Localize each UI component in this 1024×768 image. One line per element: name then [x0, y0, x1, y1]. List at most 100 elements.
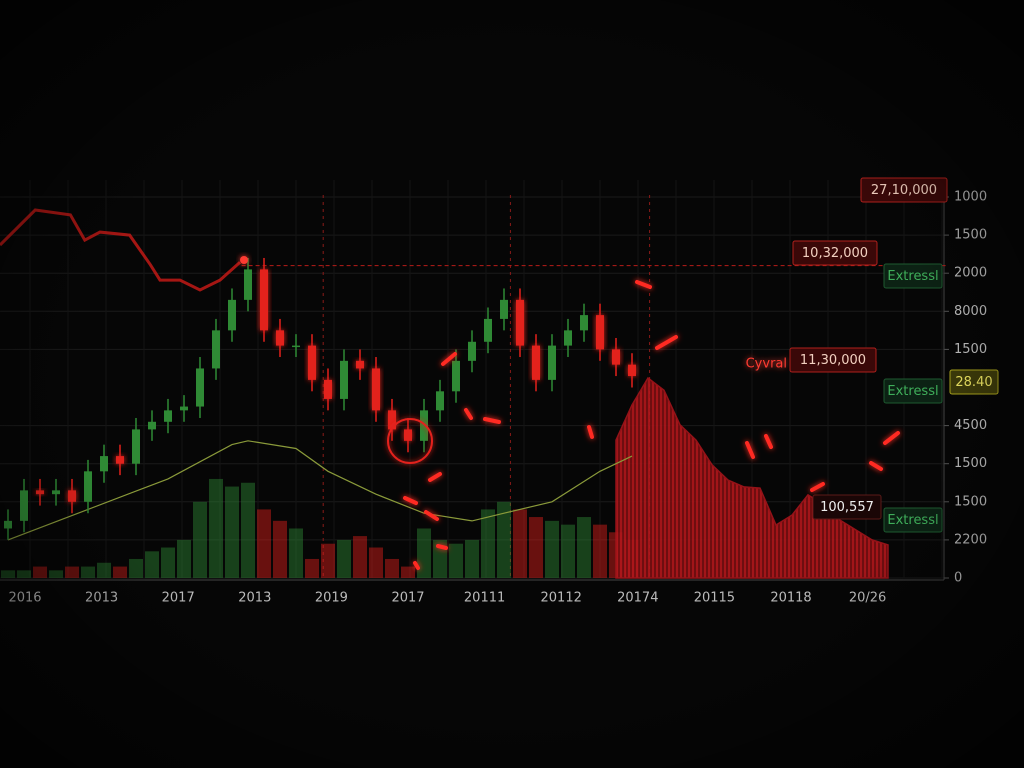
candle-body	[404, 429, 412, 441]
candle-body	[276, 330, 284, 346]
volume-bar	[113, 566, 127, 578]
badge-text: Extressl	[887, 513, 938, 528]
candle-body	[628, 364, 636, 377]
candle-body	[244, 269, 252, 300]
candle-body	[212, 330, 220, 369]
candle-body	[52, 490, 60, 495]
candle-body	[452, 360, 460, 392]
volume-bar	[385, 558, 399, 578]
y-tick-label: 1500	[954, 456, 987, 471]
y-tick-label: 1000	[954, 190, 987, 205]
candle-body	[260, 269, 268, 331]
x-tick-label: 2017	[162, 591, 195, 606]
volume-bar	[33, 566, 47, 578]
candle-body	[164, 410, 172, 422]
candle-body	[340, 360, 348, 399]
y-tick-label: 1500	[954, 494, 987, 509]
candle-body	[180, 406, 188, 411]
x-tick-label: 20/26	[849, 591, 886, 606]
x-tick-label: 2013	[238, 591, 271, 606]
volume-bar	[241, 482, 255, 578]
volume-bar	[337, 539, 351, 578]
volume-bar	[529, 517, 543, 578]
candle-body	[308, 345, 316, 380]
x-tick-label: 2013	[85, 591, 118, 606]
candle-body	[436, 391, 444, 411]
volume-bar	[65, 566, 79, 578]
x-tick-label: 2017	[391, 591, 424, 606]
x-tick-label: 20174	[617, 591, 658, 606]
x-tick-label: 20115	[694, 591, 735, 606]
y-tick-label: 1500	[954, 228, 987, 243]
candle-body	[500, 299, 508, 319]
x-tick-label: 20111	[464, 591, 505, 606]
candle-body	[116, 456, 124, 464]
volume-bar	[129, 558, 143, 578]
candle-body	[36, 490, 44, 495]
volume-bar	[449, 543, 463, 578]
x-tick-label: 2019	[315, 591, 348, 606]
candle-body	[612, 349, 620, 365]
volume-bar	[593, 524, 607, 578]
candle-body	[532, 345, 540, 380]
y-tick-label: 4500	[954, 418, 987, 433]
volume-bar	[161, 547, 175, 578]
volume-bar	[289, 528, 303, 578]
volume-bar	[353, 536, 367, 578]
volume-bar	[545, 520, 559, 578]
candle-body	[516, 299, 524, 346]
y-tick-label: 2200	[954, 532, 987, 547]
volume-bar	[305, 558, 319, 578]
volume-bar	[257, 509, 271, 578]
candle-body	[148, 421, 156, 430]
x-tick-label: 20118	[770, 591, 811, 606]
candle-body	[484, 318, 492, 342]
candle-body	[68, 490, 76, 502]
candle-body	[4, 520, 12, 529]
volume-bar	[369, 547, 383, 578]
candle-body	[324, 379, 332, 399]
candle-body	[580, 315, 588, 331]
badge-text: 28.40	[955, 375, 992, 390]
badge-text: 10,32,000	[802, 246, 868, 261]
volume-bar	[273, 520, 287, 578]
volume-bar	[465, 539, 479, 578]
volume-bar	[561, 524, 575, 578]
y-tick-label: 2000	[954, 266, 987, 281]
candle-body	[228, 299, 236, 331]
volume-bar	[81, 566, 95, 578]
badge-text: 11,30,000	[800, 353, 866, 368]
candle-body	[388, 410, 396, 430]
badge-text: Extressl	[887, 384, 938, 399]
volume-bar	[145, 551, 159, 578]
x-tick-label: 20112	[541, 591, 582, 606]
candle-body	[20, 490, 28, 521]
candle-body	[468, 341, 476, 361]
volume-bar	[401, 566, 415, 578]
volume-bar	[1, 570, 15, 578]
volume-bar	[177, 539, 191, 578]
level-label: Cyvral	[746, 356, 787, 371]
y-tick-label: 0	[954, 571, 962, 586]
candle-body	[356, 360, 364, 369]
candle-body	[84, 471, 92, 502]
badge-text: 27,10,000	[871, 183, 937, 198]
volume-bar	[49, 570, 63, 578]
candle-body	[100, 456, 108, 472]
volume-bar	[417, 528, 431, 578]
badge-text: Extressl	[887, 269, 938, 284]
candle-body	[596, 315, 604, 350]
candle-body	[548, 345, 556, 380]
volume-bar	[17, 570, 31, 578]
badge-text: 100,557	[820, 500, 874, 515]
volume-bar	[513, 509, 527, 578]
x-tick-label: 2016	[8, 591, 41, 606]
volume-bar	[481, 509, 495, 578]
candle-body	[564, 330, 572, 346]
y-tick-label: 8000	[954, 304, 987, 319]
candle-body	[292, 345, 300, 348]
volume-bar	[97, 562, 111, 578]
